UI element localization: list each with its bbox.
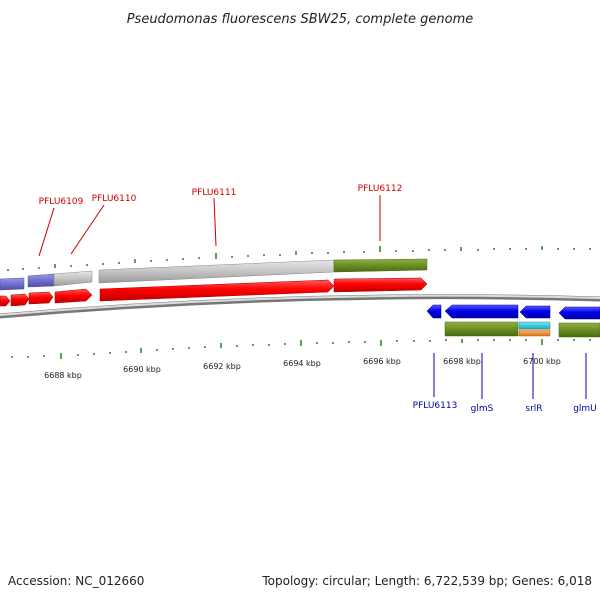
kbp-label-6688: 6688 kbp [44, 371, 82, 380]
map-title: Pseudomonas fluorescens SBW25, complete … [127, 12, 474, 27]
forward-gene-labels: PFLU6109 PFLU6110 PFLU6111 PFLU6112 [39, 184, 403, 207]
gene-label-srlr[interactable]: srlR [525, 404, 542, 414]
gene-label-pflu6110[interactable]: PFLU6110 [92, 194, 137, 204]
gene-label-pflu6109[interactable]: PFLU6109 [39, 197, 84, 207]
forward-cds-track [0, 277, 428, 307]
gene-label-glms[interactable]: glmS [471, 404, 494, 414]
gene-label-pflu6112[interactable]: PFLU6112 [358, 184, 403, 194]
reverse-cds-track [426, 304, 600, 320]
kbp-label-6700: 6700 kbp [523, 357, 561, 366]
genome-summary-text: Topology: circular; Length: 6,722,539 bp… [261, 574, 592, 588]
kbp-label-6698: 6698 kbp [443, 357, 481, 366]
backbone [0, 294, 600, 319]
kbp-scale-labels: 6688 kbp 6690 kbp 6692 kbp 6694 kbp 6696… [44, 357, 561, 380]
kbp-label-6694: 6694 kbp [283, 359, 321, 368]
accession-text: Accession: NC_012660 [8, 574, 144, 588]
gene-label-glmu[interactable]: glmU [573, 404, 597, 414]
lower-tick-row [11, 339, 591, 359]
reverse-gene-leaders [433, 353, 587, 399]
upper-tick-row [7, 246, 591, 271]
reverse-gene-labels: PFLU6113 glmS srlR glmU [413, 401, 597, 414]
kbp-label-6692: 6692 kbp [203, 362, 241, 371]
lower-gene-band [444, 321, 600, 338]
kbp-label-6696: 6696 kbp [363, 357, 401, 366]
forward-gene-leaders [38, 195, 381, 257]
gene-label-pflu6113[interactable]: PFLU6113 [413, 401, 458, 411]
grey-gene-band [0, 258, 428, 291]
kbp-label-6690: 6690 kbp [123, 365, 161, 374]
gene-label-pflu6111[interactable]: PFLU6111 [192, 188, 237, 198]
